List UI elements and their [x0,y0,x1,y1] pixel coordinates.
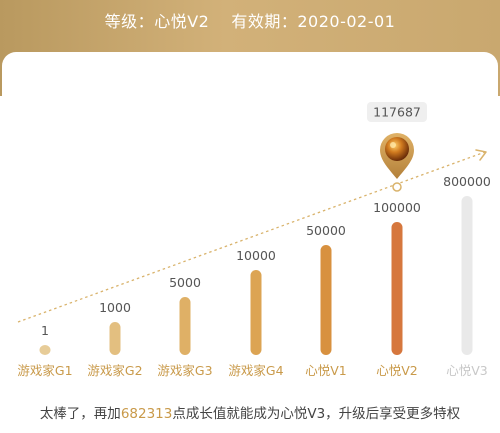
growth-trend-line [17,151,486,323]
level-threshold-label: 1 [41,323,49,338]
membership-info: 等级：心悦V2 有效期：2020-02-01 [0,8,500,32]
points-needed: 682313 [120,406,173,422]
level-bar [461,196,473,355]
current-points-value: 117687 [373,105,421,120]
current-points-badge [367,102,427,122]
trend-arrow-head-icon [475,149,487,161]
level-threshold-label: 10000 [236,248,276,263]
upgrade-hint-suffix: 点成长值就能成为心悦V3，升级后享受更多特权 [172,406,461,422]
current-position-dot [392,182,402,192]
validity-value: 2020-02-01 [297,12,396,31]
upgrade-hint-prefix: 太棒了，再加 [39,406,121,422]
level-bar [391,222,403,355]
level-bar [179,297,191,355]
level-label: 等级： [104,12,155,31]
level-name-label: 游戏家G4 [228,363,283,378]
level-bar [39,345,51,355]
upgrade-hint: 太棒了，再加682313点成长值就能成为心悦V3，升级后享受更多特权 [0,402,500,422]
gem-highlight [390,142,396,148]
level-threshold-label: 1000 [99,300,131,315]
level-bar [250,270,262,355]
level-name-label: 心悦V3 [446,363,488,378]
level-bar [320,245,332,355]
level-name-label: 游戏家G1 [17,363,72,378]
level-name-label: 心悦V1 [305,363,347,378]
level-name-label: 游戏家G3 [157,363,212,378]
level-threshold-label: 50000 [306,223,346,238]
level-name-label: 游戏家G2 [87,363,142,378]
level-value: 心悦V2 [154,12,210,31]
level-bar [109,322,121,355]
gem-icon [385,137,409,161]
validity-label: 有效期： [231,12,298,31]
level-threshold-label: 100000 [373,200,421,215]
level-threshold-label: 800000 [443,174,491,189]
level-threshold-label: 5000 [169,275,201,290]
level-name-label: 心悦V2 [376,363,418,378]
